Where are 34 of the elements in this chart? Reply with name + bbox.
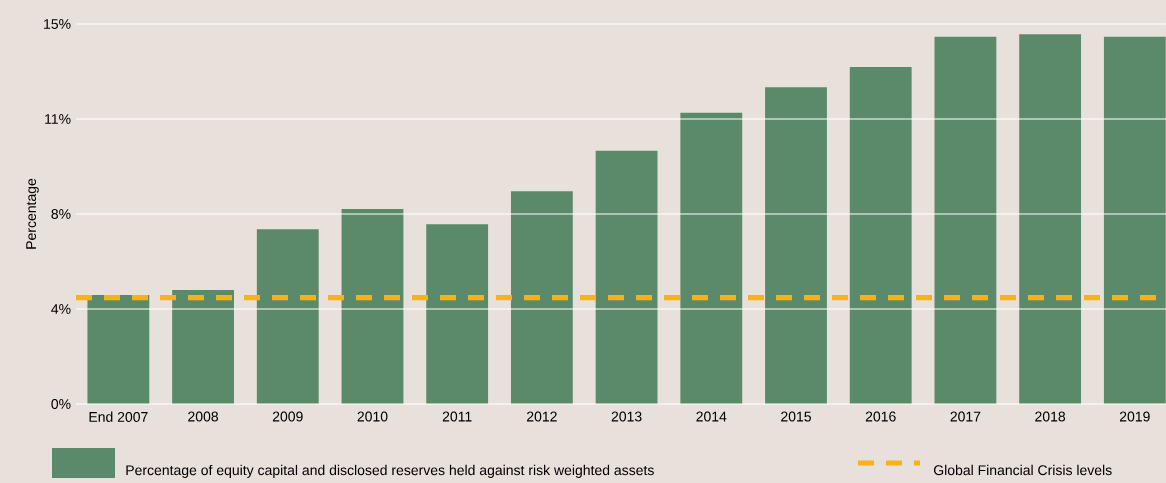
- bar: [510, 191, 573, 404]
- bar: [172, 290, 234, 404]
- y-tick-label: 11%: [45, 114, 71, 124]
- y-tick-label: 4%: [51, 304, 71, 314]
- x-tick-label: 2015: [781, 411, 811, 422]
- bar: [426, 224, 489, 404]
- bar: [256, 229, 319, 404]
- x-tick-label: 2010: [357, 411, 388, 422]
- x-tick-label: 2014: [696, 411, 727, 422]
- bar: [849, 67, 912, 404]
- x-tick-label: 2012: [527, 411, 557, 422]
- bar: [934, 36, 997, 404]
- y-tick-label: 15%: [44, 19, 71, 29]
- x-tick-label: 2011: [442, 411, 472, 422]
- y-tick-label: 8%: [51, 209, 71, 219]
- y-tick-label: 0%: [51, 399, 71, 409]
- y-axis-title: Percentage: [26, 178, 39, 249]
- x-tick-label: 2018: [1035, 411, 1066, 422]
- bar: [87, 295, 150, 404]
- x-tick-label: End 2007: [89, 411, 148, 422]
- bar: [765, 87, 827, 404]
- bar: [680, 112, 743, 404]
- x-tick-label: 2016: [865, 411, 896, 422]
- bar: [595, 150, 658, 404]
- x-tick-label: 2009: [272, 411, 303, 422]
- legend-label: Global Financial Crisis levels: [933, 464, 1112, 476]
- x-tick-label: 2008: [188, 411, 219, 422]
- legend-label: Percentage of equity capital and disclosed reserves held against risk weighted assets: [126, 464, 654, 478]
- bar: [341, 208, 404, 404]
- x-tick-label: 2013: [611, 411, 642, 422]
- bar: [1103, 36, 1166, 404]
- x-tick-label: 2019: [1119, 411, 1150, 422]
- x-tick-label: 2017: [950, 411, 981, 422]
- bar: [1019, 34, 1082, 404]
